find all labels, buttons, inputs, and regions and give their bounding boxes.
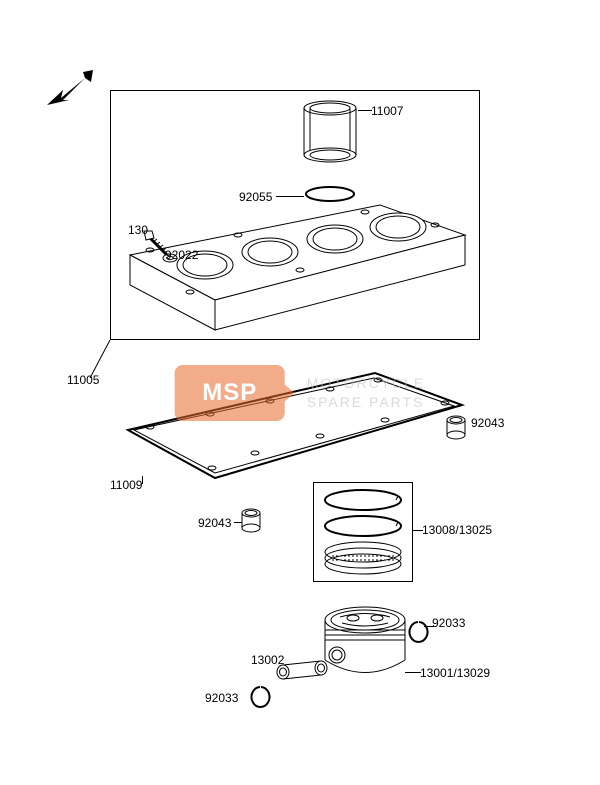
leader-92055 [276,196,304,197]
label-92033b: 92033 [205,691,238,705]
label-13008: 13008/13025 [422,523,492,537]
circlip-left-drawing [250,685,272,709]
label-92033a: 92033 [432,616,465,630]
leader-11007 [358,110,372,111]
label-92055: 92055 [239,190,272,204]
cylinder-liner-drawing [300,100,360,170]
label-92043b: 92043 [198,516,231,530]
label-13001: 13001/13029 [420,666,490,680]
label-92022: 92022 [165,248,198,262]
leader-92043b [234,522,242,523]
piston-drawing [320,605,410,690]
label-11007: 11007 [371,104,403,118]
label-11005: 11005 [67,373,99,387]
label-130: 130 [128,223,148,237]
circlip-right-drawing [408,620,430,644]
dowel-pin-left-drawing [240,508,262,534]
base-gasket-drawing [120,370,470,490]
dowel-pin-right-drawing [445,415,467,441]
label-11009: 11009 [110,478,142,492]
label-92043a: 92043 [471,416,504,430]
leader-13001 [405,672,421,673]
piston-rings-drawing [320,488,406,576]
label-13002: 13002 [251,653,284,667]
orientation-arrow-icon [45,70,95,110]
